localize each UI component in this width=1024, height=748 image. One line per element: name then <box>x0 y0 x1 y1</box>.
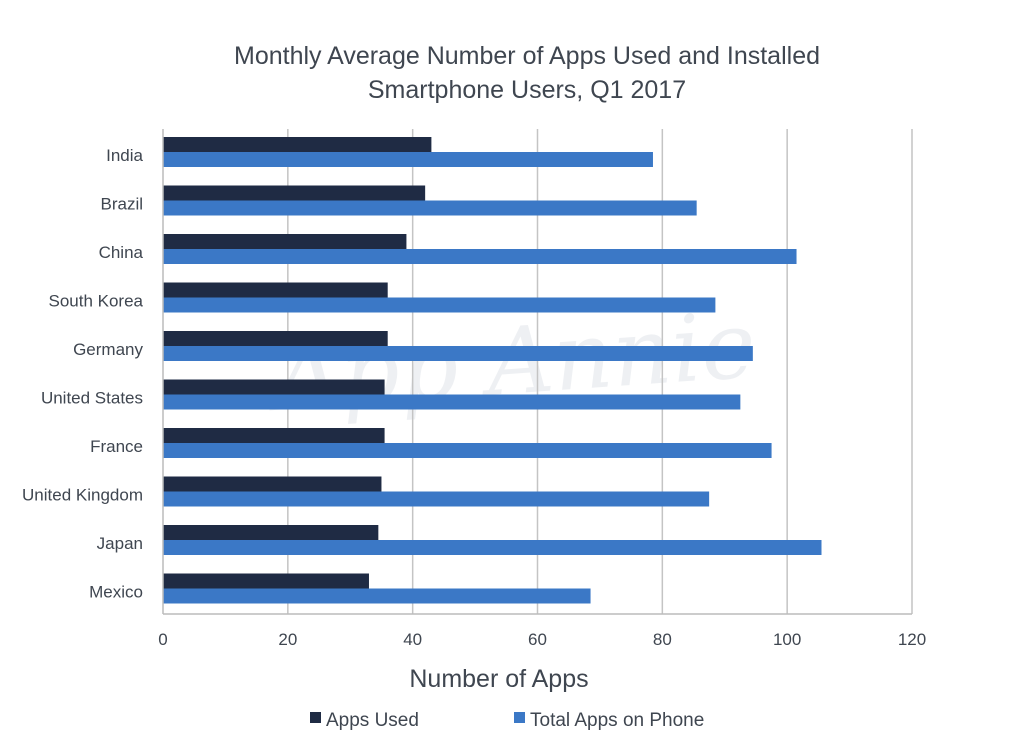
category-label: India <box>106 146 143 165</box>
bar-total-apps-on-phone <box>163 152 653 167</box>
category-label: Germany <box>73 340 143 359</box>
chart-subtitle: Smartphone Users, Q1 2017 <box>368 76 686 104</box>
bar-total-apps-on-phone <box>163 346 753 361</box>
bar-apps-used <box>163 331 388 346</box>
bar-apps-used <box>163 573 369 589</box>
category-label: Japan <box>97 534 143 553</box>
bars <box>163 137 822 604</box>
x-tick-label: 40 <box>403 630 422 649</box>
bar-apps-used <box>163 282 388 298</box>
x-axis-title: Number of Apps <box>409 665 588 693</box>
x-tick-label: 100 <box>773 630 801 649</box>
bar-apps-used <box>163 525 379 540</box>
category-label: France <box>90 437 143 456</box>
category-label: United Kingdom <box>22 486 143 505</box>
category-label: United States <box>41 389 143 408</box>
category-label: Brazil <box>100 195 143 214</box>
x-tick-label: 120 <box>898 630 926 649</box>
bar-apps-used <box>163 234 407 249</box>
x-tick-label: 0 <box>158 630 167 649</box>
bar-apps-used <box>163 137 432 152</box>
bar-apps-used <box>163 379 385 395</box>
bar-total-apps-on-phone <box>163 491 710 507</box>
legend-swatch <box>310 712 321 723</box>
legend-swatch <box>514 712 525 723</box>
watermark: App Annie <box>263 291 760 432</box>
category-label: South Korea <box>48 292 143 311</box>
bar-total-apps-on-phone <box>163 588 591 604</box>
bar-apps-used <box>163 428 385 443</box>
x-tick-label: 60 <box>528 630 547 649</box>
tick-labels: 0 20 40 60 80 100 120 <box>158 630 926 649</box>
bar-total-apps-on-phone <box>163 540 822 555</box>
bar-total-apps-on-phone <box>163 394 741 410</box>
legend-label: Apps Used <box>326 710 419 731</box>
legend: Apps Used Total Apps on Phone <box>310 710 704 731</box>
legend-label: Total Apps on Phone <box>530 710 704 731</box>
category-label: Mexico <box>89 583 143 602</box>
bar-total-apps-on-phone <box>163 297 716 313</box>
bar-total-apps-on-phone <box>163 443 772 458</box>
x-tick-label: 80 <box>653 630 672 649</box>
x-tick-label: 20 <box>278 630 297 649</box>
bar-apps-used <box>163 476 382 492</box>
bar-apps-used <box>163 185 426 201</box>
chart-title: Monthly Average Number of Apps Used and … <box>234 42 820 70</box>
category-label: China <box>99 243 144 262</box>
bar-total-apps-on-phone <box>163 249 797 264</box>
bar-total-apps-on-phone <box>163 200 697 216</box>
category-labels: India Brazil China South Korea Germany United… <box>22 146 144 602</box>
